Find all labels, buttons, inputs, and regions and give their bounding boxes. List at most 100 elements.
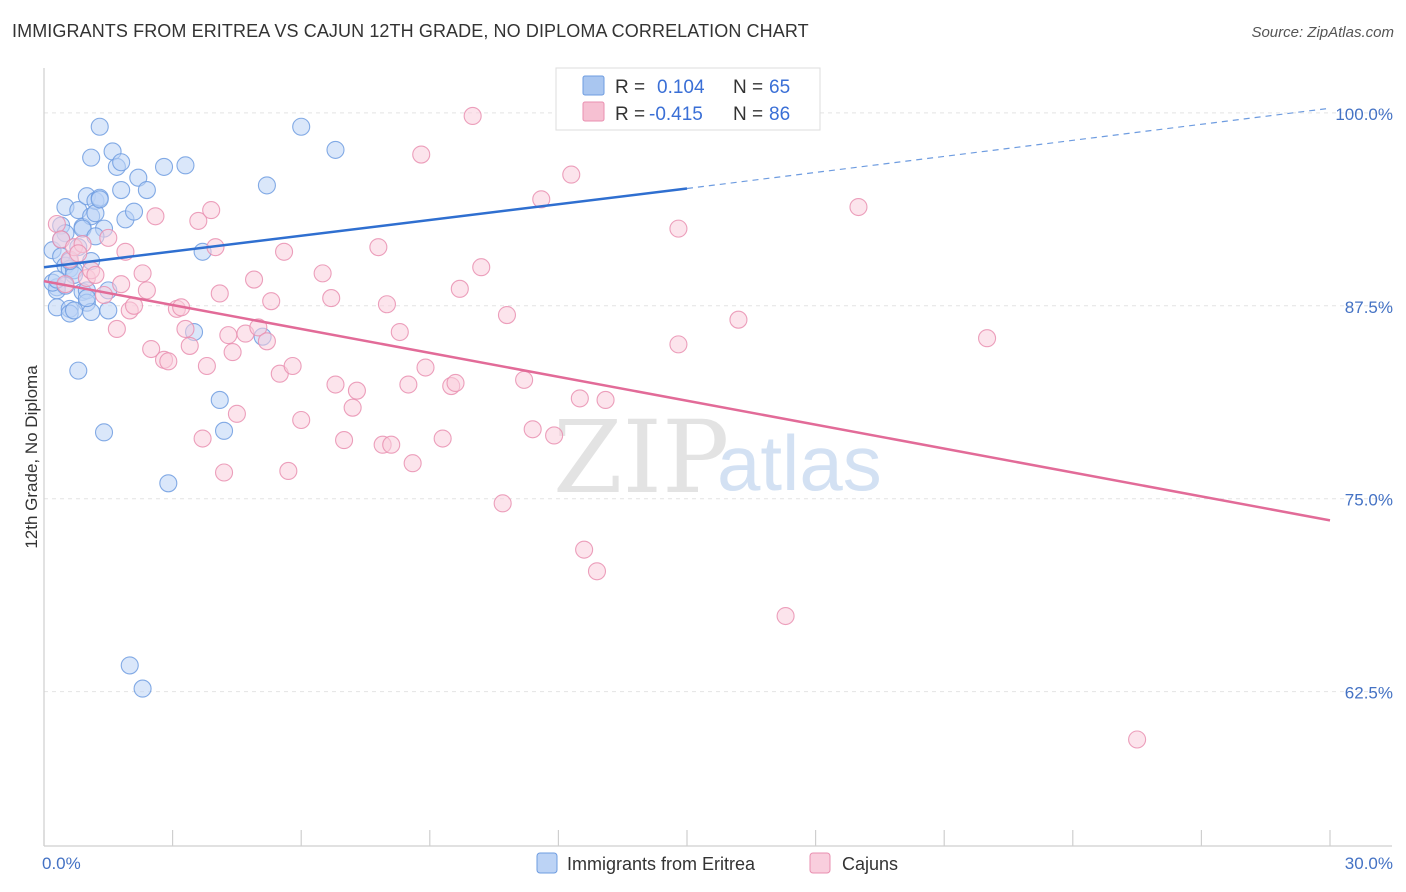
cajuns-point-75 <box>587 562 607 581</box>
cajuns-point-53 <box>377 295 396 314</box>
cajuns-point-48 <box>335 431 354 450</box>
cajuns-point-69 <box>523 420 542 439</box>
legend-r-value-1: 0.104 <box>657 77 705 98</box>
legend-box: R = 0.104 N = 65 R = -0.415 N = 86 <box>555 67 821 131</box>
cajuns-point-67 <box>497 306 517 325</box>
cajuns-point-77 <box>669 335 688 354</box>
cajuns-point-47 <box>326 375 345 394</box>
eritrea-point-53 <box>94 423 114 442</box>
cajuns-point-24 <box>180 336 199 355</box>
cajuns-point-82 <box>978 329 997 348</box>
cajuns-point-10 <box>107 319 126 338</box>
bottom-legend-swatch-eritrea <box>536 852 558 874</box>
legend-swatch-eritrea <box>582 75 605 96</box>
cajuns-point-27 <box>197 356 216 376</box>
bottom-legend-label-cajuns: Cajuns <box>842 854 898 874</box>
series-eritrea-points <box>43 117 345 698</box>
cajuns-point-78 <box>669 219 688 238</box>
cajuns-point-31 <box>214 463 234 482</box>
cajuns-point-81 <box>849 197 868 217</box>
cajuns-point-85 <box>69 244 88 263</box>
legend-r-label-1: R = <box>615 77 645 98</box>
cajuns-point-70 <box>532 190 551 209</box>
legend-r-value-2: -0.415 <box>649 104 703 125</box>
cajuns-point-0 <box>47 214 66 234</box>
bottom-legend-swatch-cajuns <box>809 852 831 874</box>
cajuns-point-41 <box>275 242 294 261</box>
eritrea-trend-line-extension <box>686 107 1331 190</box>
cajuns-point-8 <box>94 285 114 305</box>
y-tick-label-2: 75.0% <box>1345 491 1393 510</box>
cajuns-point-54 <box>382 435 401 454</box>
eritrea-trend-line <box>43 187 688 269</box>
legend-n-label-2: N = <box>733 104 763 125</box>
y-tick-label-3: 62.5% <box>1345 684 1393 703</box>
eritrea-point-47 <box>214 421 234 440</box>
cajuns-point-42 <box>279 461 298 480</box>
watermark-atlas: atlas <box>717 419 882 507</box>
cajuns-point-58 <box>412 145 431 164</box>
legend-n-label-1: N = <box>733 77 763 98</box>
y-tick-labels: 100.0% 87.5% 75.0% 62.5% <box>1335 105 1393 703</box>
cajuns-point-28 <box>202 201 221 220</box>
eritrea-point-46 <box>210 390 229 409</box>
cajuns-point-46 <box>322 289 341 308</box>
cajuns-point-68 <box>515 370 534 389</box>
cajuns-point-63 <box>450 279 469 298</box>
cajuns-point-38 <box>257 332 276 351</box>
eritrea-point-64 <box>64 301 84 320</box>
cajuns-point-15 <box>133 264 152 283</box>
cajuns-point-45 <box>313 264 332 283</box>
cajuns-point-11 <box>112 275 131 294</box>
cajuns-point-30 <box>210 284 229 303</box>
legend-r-label-2: R = <box>615 104 645 125</box>
cajuns-point-71 <box>545 426 564 445</box>
y-tick-label-0: 100.0% <box>1335 105 1393 124</box>
eritrea-point-39 <box>133 679 152 698</box>
cajuns-point-59 <box>416 358 435 377</box>
cajuns-point-60 <box>433 429 452 448</box>
cajuns-point-51 <box>369 238 388 257</box>
cajuns-trend-line <box>43 279 1331 522</box>
eritrea-point-61 <box>77 289 96 308</box>
cajuns-point-37 <box>249 318 268 337</box>
x-tick-label-0: 0.0% <box>42 854 81 873</box>
cajuns-point-49 <box>343 398 362 417</box>
legend-swatch-cajuns <box>582 101 605 122</box>
eritrea-point-43 <box>176 156 195 175</box>
eritrea-point-42 <box>159 474 178 493</box>
eritrea-point-21 <box>82 148 101 167</box>
eritrea-point-33 <box>112 153 131 172</box>
trend-lines <box>43 107 1331 522</box>
eritrea-point-49 <box>257 176 276 195</box>
cajuns-point-18 <box>146 207 165 226</box>
legend-n-value-1: 65 <box>769 77 790 98</box>
cajuns-point-73 <box>570 389 589 408</box>
cajuns-point-34 <box>227 404 246 423</box>
legend-n-value-2: 86 <box>769 104 790 125</box>
x-tick-label-1: 30.0% <box>1345 854 1393 873</box>
eritrea-point-27 <box>90 190 109 209</box>
bottom-legend-label-eritrea: Immigrants from Eritrea <box>567 854 756 874</box>
y-axis-title: 12th Grade, No Diploma <box>22 365 41 549</box>
cajuns-point-25 <box>189 211 208 230</box>
cajuns-point-65 <box>472 258 491 277</box>
cajuns-point-39 <box>262 292 281 311</box>
y-tick-label-1: 87.5% <box>1345 298 1393 317</box>
eritrea-point-37 <box>124 202 144 221</box>
cajuns-point-16 <box>137 281 156 300</box>
eritrea-point-52 <box>69 361 88 380</box>
eritrea-point-30 <box>99 301 118 320</box>
source-label: Source: ZipAtlas.com <box>1251 24 1394 41</box>
cajuns-point-80 <box>776 606 795 626</box>
cajuns-point-43 <box>283 356 302 376</box>
x-tick-labels: 0.0% 30.0% <box>42 854 1393 873</box>
eritrea-point-38 <box>129 168 148 187</box>
cajuns-point-17 <box>142 339 161 359</box>
cajuns-point-44 <box>292 410 311 430</box>
cajuns-point-32 <box>219 326 238 345</box>
bottom-legend: Immigrants from Eritrea Cajuns <box>536 852 898 874</box>
cajuns-point-56 <box>399 375 418 394</box>
cajuns-point-50 <box>347 381 366 400</box>
